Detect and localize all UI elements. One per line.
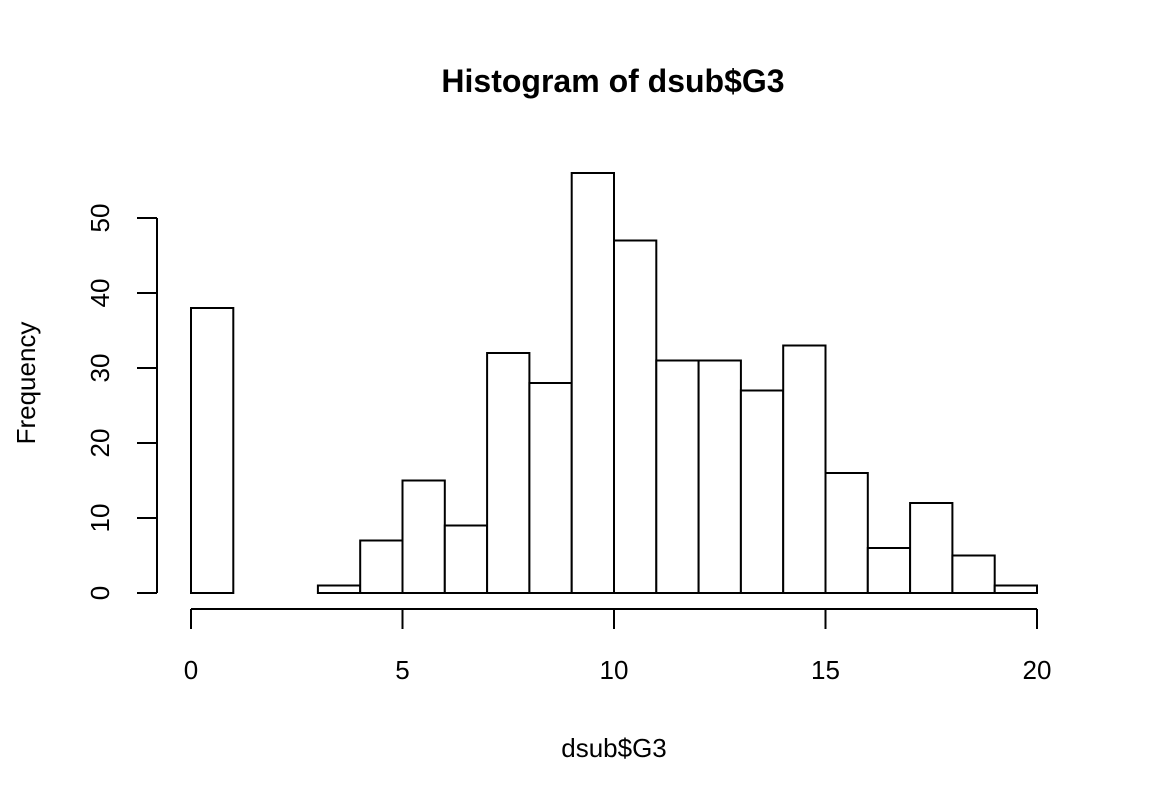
y-tick-label: 20 xyxy=(85,429,115,458)
histogram-bar xyxy=(909,502,954,594)
histogram-bar xyxy=(951,554,996,594)
bars-group xyxy=(190,172,1039,594)
y-tick-label: 10 xyxy=(85,504,115,533)
histogram-bar xyxy=(782,344,827,594)
y-tick-label: 0 xyxy=(85,586,115,600)
histogram-bar xyxy=(528,382,573,594)
y-tick-label: 40 xyxy=(85,279,115,308)
histogram-bar xyxy=(655,359,700,594)
histogram-bar xyxy=(190,307,235,594)
y-axis-label: Frequency xyxy=(11,322,41,445)
x-tick-label: 0 xyxy=(184,655,198,685)
histogram-bar xyxy=(697,359,742,594)
histogram-bar xyxy=(570,172,616,594)
histogram-bar xyxy=(993,584,1039,594)
x-tick-label: 15 xyxy=(811,655,840,685)
histogram-bar xyxy=(401,479,446,594)
x-tick-label: 10 xyxy=(600,655,629,685)
histogram-bar xyxy=(443,524,489,594)
histogram-bar xyxy=(316,584,362,594)
histogram-bar xyxy=(739,389,785,594)
x-tick-label: 5 xyxy=(395,655,409,685)
histogram-bar xyxy=(824,472,869,594)
x-tick-label: 20 xyxy=(1023,655,1052,685)
histogram-bar xyxy=(866,547,912,594)
x-axis: 0 5 10 15 20 xyxy=(184,608,1052,685)
y-tick-label: 30 xyxy=(85,354,115,383)
histogram-bar xyxy=(359,539,404,594)
histogram-bar xyxy=(486,352,531,594)
chart-title: Histogram of dsub$G3 xyxy=(441,63,784,99)
x-axis-label: dsub$G3 xyxy=(561,733,667,763)
histogram-bar xyxy=(613,239,658,594)
y-axis: 0 10 20 30 40 50 xyxy=(85,204,158,600)
y-tick-label: 50 xyxy=(85,204,115,233)
